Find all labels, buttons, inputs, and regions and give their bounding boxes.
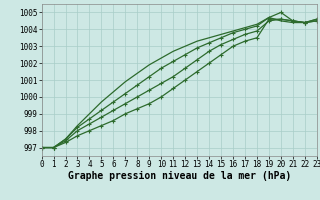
X-axis label: Graphe pression niveau de la mer (hPa): Graphe pression niveau de la mer (hPa): [68, 171, 291, 181]
